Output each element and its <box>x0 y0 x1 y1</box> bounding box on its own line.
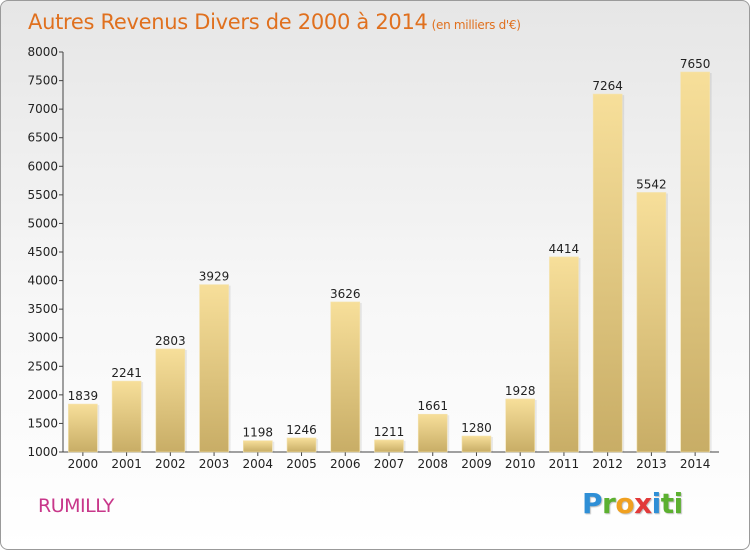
y-tick-label: 2000 <box>27 388 58 402</box>
x-tick-label: 2009 <box>461 457 492 471</box>
y-tick-label: 5500 <box>27 188 58 202</box>
logo-letter: o <box>615 487 635 520</box>
x-tick-label: 2011 <box>549 457 580 471</box>
bar-value-label: 2803 <box>155 334 186 348</box>
bar-value-label: 7650 <box>680 57 711 71</box>
y-tick-label: 1500 <box>27 416 58 430</box>
bar <box>461 435 492 453</box>
bar-value-label: 3929 <box>199 270 230 284</box>
x-tick-label: 2007 <box>374 457 405 471</box>
y-tick-label: 5000 <box>27 216 58 230</box>
bar-value-label: 5542 <box>636 177 667 191</box>
x-tick-label: 2001 <box>111 457 142 471</box>
y-tick-label: 4500 <box>27 245 58 259</box>
y-tick-label: 7000 <box>27 102 58 116</box>
x-tick-label: 2008 <box>417 457 448 471</box>
logo-letter: P <box>582 487 603 520</box>
bar <box>680 71 710 453</box>
x-tick-label: 2000 <box>68 457 99 471</box>
city-name: RUMILLY <box>38 495 114 517</box>
logo-letter: x <box>634 487 652 520</box>
y-tick-label: 2500 <box>27 359 58 373</box>
y-tick-label: 6500 <box>27 131 58 145</box>
data-labels: 1839 2241 2803 3929 1198 1246 3626 1211 1661 1280… <box>68 57 711 440</box>
bar <box>549 256 579 453</box>
bars <box>68 71 712 453</box>
bar-value-label: 1928 <box>505 384 536 398</box>
x-tick-label: 2010 <box>505 457 536 471</box>
proxiti-logo: Proxiti <box>582 487 683 520</box>
x-tick-label: 2005 <box>286 457 317 471</box>
bar-value-label: 1246 <box>286 423 317 437</box>
bar-value-label: 4414 <box>549 242 580 256</box>
y-tick-label: 4000 <box>27 274 58 288</box>
title-text: Autres Revenus Divers de 2000 à 2014 <box>28 10 428 34</box>
logo-letter: r <box>602 487 616 520</box>
y-tick-label: 3500 <box>27 302 58 316</box>
bar-value-label: 1211 <box>374 425 405 439</box>
bar <box>199 284 229 453</box>
bar <box>155 348 186 453</box>
y-tick-label: 8000 <box>27 45 58 59</box>
x-tick-label: 2013 <box>636 457 667 471</box>
logo-letter: i <box>651 487 662 520</box>
y-tick-label: 1000 <box>27 445 58 459</box>
title-unit: (en milliers d'€) <box>431 18 521 32</box>
x-tick-label: 2004 <box>243 457 274 471</box>
bar-value-label: 2241 <box>111 366 142 380</box>
bar <box>374 439 404 453</box>
bar <box>68 403 98 453</box>
x-tick-label: 2014 <box>680 457 711 471</box>
x-tick-label: 2006 <box>330 457 361 471</box>
bar <box>286 437 317 453</box>
x-tick-label: 2002 <box>155 457 186 471</box>
x-tick-label: 2012 <box>592 457 623 471</box>
y-tick-label: 6000 <box>27 159 58 173</box>
bar <box>243 440 273 453</box>
bar <box>636 192 667 453</box>
chart-title: Autres Revenus Divers de 2000 à 2014 (en … <box>28 10 521 34</box>
bar-value-label: 3626 <box>330 287 361 301</box>
y-tick-label: 7500 <box>27 74 58 88</box>
bar-value-label: 1198 <box>243 426 274 440</box>
bar <box>330 301 361 453</box>
bar <box>417 413 448 453</box>
bar <box>505 398 536 453</box>
axes: 1000 1500 2000 2500 3000 3500 4000 4500 5000 5500… <box>27 45 719 471</box>
bar-value-label: 1661 <box>417 399 448 413</box>
bar-value-label: 7264 <box>592 79 623 93</box>
bar <box>592 93 623 453</box>
x-tick-label: 2003 <box>199 457 230 471</box>
y-tick-label: 3000 <box>27 331 58 345</box>
logo-letter: ti <box>660 487 683 520</box>
bar-value-label: 1280 <box>461 421 492 435</box>
bar <box>111 380 142 453</box>
bar-value-label: 1839 <box>68 389 99 403</box>
